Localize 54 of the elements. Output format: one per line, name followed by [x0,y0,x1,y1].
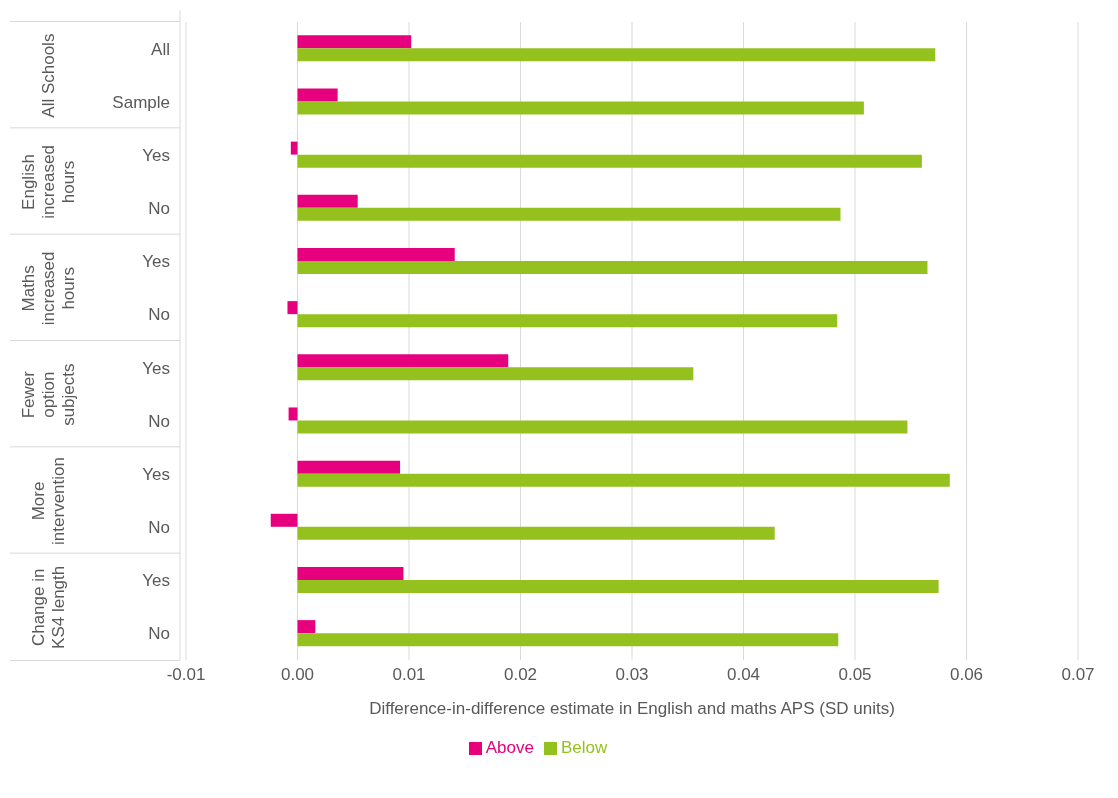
text: Maths increased hours [19,251,78,326]
bar [290,141,298,155]
legend-label: Above [485,738,534,757]
y-tick-label: No [148,624,170,644]
x-tick-label: 0.07 [1061,665,1095,685]
bar [297,354,509,368]
x-tick-label: 0.03 [615,665,649,685]
x-tick-label: 0.02 [503,665,538,685]
y-tick-label: All [151,39,170,59]
x-tick-label: 0.04 [726,665,761,685]
bar [297,154,922,168]
bar [297,207,841,221]
y-tick-label: No [148,199,170,219]
y-tick-label: Yes [142,252,170,272]
bar [297,367,694,381]
text: English increased hours [19,145,78,219]
y-tick-label: No [148,305,170,325]
text: Change in KS4 length [29,565,68,649]
bar [297,620,316,634]
legend-label: Below [560,738,608,757]
x-axis-title: Difference-in-difference estimate in English and maths APS (SD units) [369,699,895,718]
y-tick-label: No [148,411,170,431]
bar [297,420,908,434]
y-tick-label: Yes [142,145,170,165]
bar [297,194,358,208]
bar [270,513,298,527]
text: All Schools [39,33,58,118]
text: Fewer option subjects [19,363,78,426]
y-tick-label: Yes [142,571,170,591]
x-tick-label: 0.06 [949,665,984,685]
bar [297,260,928,274]
x-tick-label: -0.01 [166,665,206,685]
text: More intervention [29,457,68,545]
bar [297,566,404,580]
bar [297,473,950,487]
y-tick-label: Yes [142,464,170,484]
y-tick-label: Yes [142,358,170,378]
bar [297,579,939,593]
bar [297,247,455,261]
x-tick-label: 0.05 [838,665,872,685]
y-tick-label: Sample [112,92,170,112]
x-tick-label: 0.00 [280,665,315,685]
bar [297,48,936,62]
y-tick-label: No [148,518,170,538]
bar [297,633,839,647]
bar [297,88,338,102]
bar [297,101,864,115]
bar [297,460,401,474]
bar [297,35,412,49]
bar [288,407,298,421]
bar [297,314,838,328]
x-tick-label: 0.01 [392,665,426,685]
bar [287,301,298,315]
bar [297,526,775,540]
